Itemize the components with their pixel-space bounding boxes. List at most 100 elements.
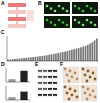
ihc-stain bbox=[87, 70, 90, 73]
blot-band bbox=[53, 88, 57, 90]
blot-band bbox=[53, 70, 57, 72]
ihc-stain bbox=[86, 80, 89, 83]
bar bbox=[35, 57, 37, 61]
bar bbox=[10, 60, 12, 62]
bar bbox=[8, 97, 15, 100]
x-axis bbox=[6, 100, 30, 101]
ihc-stain bbox=[64, 68, 67, 71]
cell-signal bbox=[58, 5, 61, 8]
bar bbox=[66, 51, 68, 61]
diagram-box bbox=[8, 17, 26, 21]
bar bbox=[62, 52, 64, 61]
micrograph bbox=[44, 16, 70, 28]
x-axis bbox=[7, 61, 98, 62]
ihc-stain bbox=[86, 98, 89, 101]
blot-band bbox=[38, 94, 42, 96]
bar bbox=[85, 46, 87, 61]
bar bbox=[41, 56, 43, 61]
ihc-image bbox=[81, 85, 97, 101]
cell-signal bbox=[78, 7, 81, 10]
bar bbox=[23, 58, 25, 61]
blot-band bbox=[53, 76, 57, 78]
blot-band bbox=[48, 82, 52, 84]
cell-signal bbox=[94, 24, 97, 27]
cell-signal bbox=[74, 5, 77, 8]
blot-strip bbox=[37, 87, 58, 91]
y-axis bbox=[6, 68, 7, 82]
ihc-stain bbox=[92, 72, 95, 75]
ihc-stain bbox=[92, 90, 95, 93]
blot-band bbox=[43, 70, 47, 72]
bar bbox=[19, 59, 21, 62]
bar bbox=[20, 92, 27, 100]
ihc-stain bbox=[68, 98, 71, 101]
ihc-stain bbox=[66, 92, 69, 95]
cell-signal bbox=[90, 7, 93, 10]
blot-band bbox=[48, 76, 52, 78]
ihc-stain bbox=[89, 76, 92, 79]
ihc-stain bbox=[71, 76, 74, 79]
ihc-stain bbox=[71, 94, 74, 97]
ihc-stain bbox=[68, 80, 71, 83]
bar bbox=[82, 47, 84, 61]
bar bbox=[20, 71, 27, 82]
bar bbox=[16, 59, 18, 61]
ihc-stain bbox=[82, 68, 85, 71]
cell-signal bbox=[54, 24, 57, 27]
cell-signal bbox=[58, 19, 61, 22]
bar bbox=[80, 47, 82, 61]
bar bbox=[39, 56, 41, 61]
blot-strip bbox=[37, 69, 58, 73]
ihc-stain bbox=[82, 86, 85, 89]
ihc-stain bbox=[89, 94, 92, 97]
ihc-stain bbox=[87, 88, 90, 91]
figure: ABCDEF bbox=[0, 0, 100, 103]
bar bbox=[76, 49, 78, 62]
bars bbox=[8, 92, 27, 100]
bar bbox=[91, 42, 93, 61]
blot-band bbox=[43, 94, 47, 96]
blot-band bbox=[43, 88, 47, 90]
bar bbox=[64, 52, 66, 62]
bar bbox=[48, 55, 50, 61]
blot-band bbox=[48, 94, 52, 96]
cell-signal bbox=[78, 21, 81, 24]
blot-band bbox=[53, 82, 57, 84]
cell-signal bbox=[62, 7, 65, 10]
micrograph bbox=[44, 2, 70, 14]
diagram-arrow bbox=[17, 21, 18, 24]
ihc-stain bbox=[69, 70, 72, 73]
blot-strip bbox=[37, 75, 58, 79]
cell-signal bbox=[50, 21, 53, 24]
bar bbox=[25, 58, 27, 61]
bar bbox=[96, 39, 98, 62]
bar bbox=[44, 56, 46, 61]
cell-signal bbox=[82, 24, 85, 27]
bar bbox=[14, 59, 16, 61]
bar bbox=[32, 57, 34, 61]
cell-signal bbox=[86, 5, 89, 8]
ihc-image bbox=[63, 85, 79, 101]
diagram-box bbox=[8, 24, 26, 28]
panel-label: C bbox=[1, 29, 5, 35]
panel-label: D bbox=[1, 61, 5, 67]
bar bbox=[57, 53, 59, 61]
bars bbox=[7, 39, 97, 62]
bar bbox=[78, 48, 80, 61]
cell-signal bbox=[62, 21, 65, 24]
blot-band bbox=[38, 82, 42, 84]
blot-strip bbox=[37, 81, 58, 85]
ihc-stain bbox=[64, 86, 67, 89]
cell-signal bbox=[46, 19, 49, 22]
blot-band bbox=[38, 70, 42, 72]
blot-band bbox=[48, 88, 52, 90]
ihc-stain bbox=[94, 78, 97, 81]
y-axis bbox=[6, 86, 7, 100]
blot-band bbox=[48, 70, 52, 72]
cell-signal bbox=[66, 24, 69, 27]
bar bbox=[51, 54, 53, 61]
bar bbox=[53, 54, 55, 61]
blot-band bbox=[43, 82, 47, 84]
bar bbox=[46, 55, 48, 61]
bar bbox=[73, 49, 75, 61]
